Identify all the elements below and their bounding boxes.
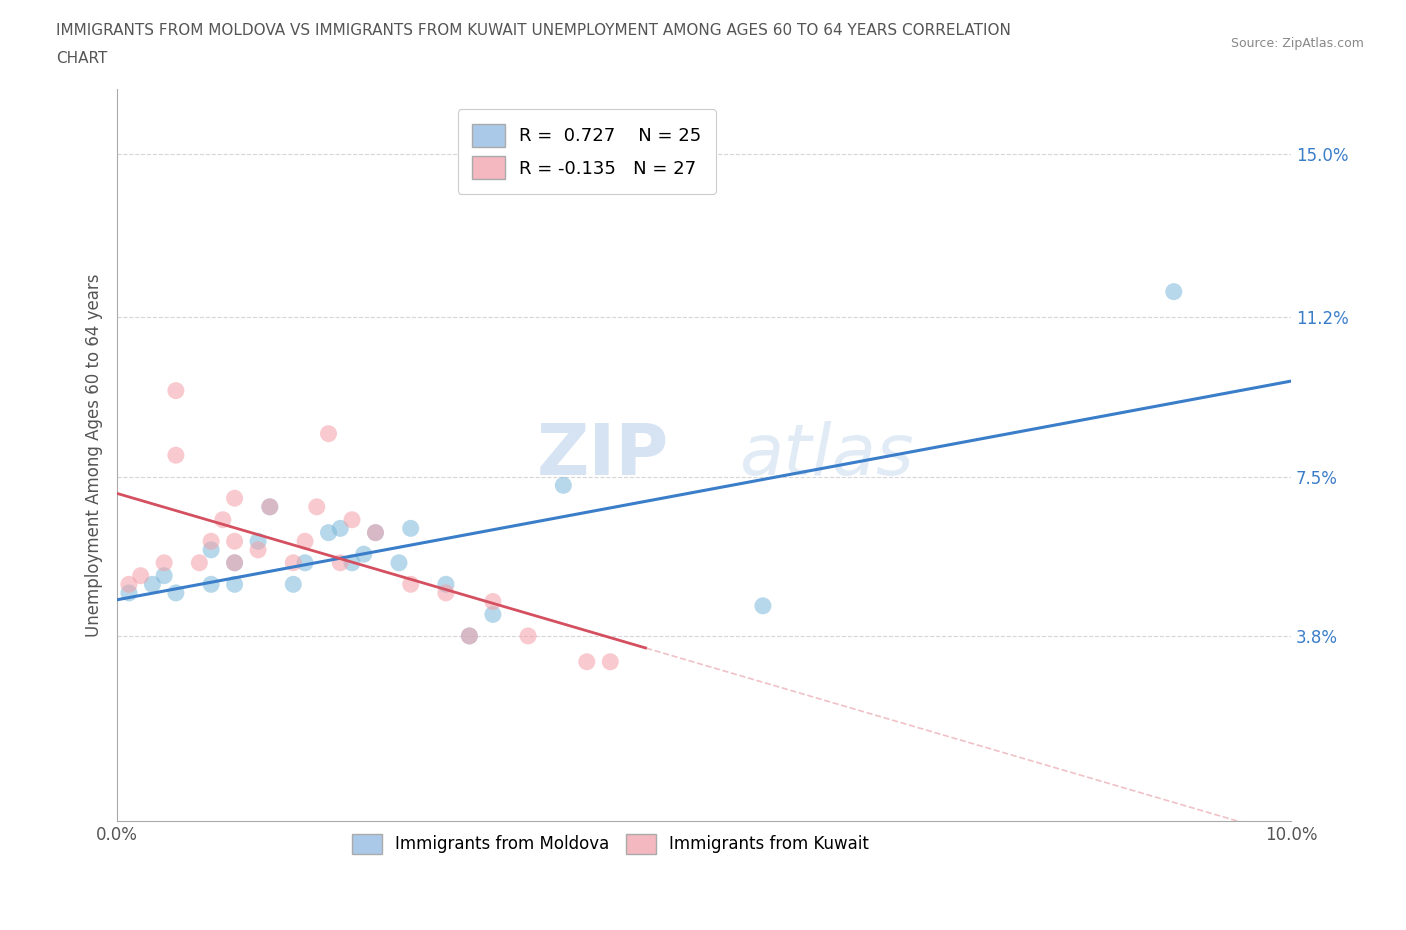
Point — [294, 534, 316, 549]
Text: ZIP: ZIP — [537, 420, 669, 490]
Point — [340, 512, 363, 527]
Point — [259, 499, 281, 514]
Point — [247, 542, 270, 557]
Point — [399, 577, 422, 591]
Point — [364, 525, 387, 540]
Point — [118, 586, 141, 601]
Text: atlas: atlas — [740, 420, 914, 490]
Point — [188, 555, 211, 570]
Point — [211, 512, 233, 527]
Point — [353, 547, 375, 562]
Point — [458, 629, 481, 644]
Point — [224, 491, 246, 506]
Point — [553, 478, 575, 493]
Point — [283, 577, 305, 591]
Point — [575, 655, 598, 670]
Point — [200, 542, 222, 557]
Point — [247, 534, 270, 549]
Point — [482, 594, 505, 609]
Point — [165, 586, 187, 601]
Point — [434, 586, 457, 601]
Point — [305, 499, 328, 514]
Point — [318, 525, 340, 540]
Point — [153, 555, 176, 570]
Text: IMMIGRANTS FROM MOLDOVA VS IMMIGRANTS FROM KUWAIT UNEMPLOYMENT AMONG AGES 60 TO : IMMIGRANTS FROM MOLDOVA VS IMMIGRANTS FR… — [56, 23, 1011, 38]
Point — [388, 555, 411, 570]
Point — [752, 598, 775, 613]
Text: Source: ZipAtlas.com: Source: ZipAtlas.com — [1230, 37, 1364, 50]
Point — [482, 607, 505, 622]
Point — [200, 577, 222, 591]
Point — [294, 555, 316, 570]
Point — [283, 555, 305, 570]
Legend: Immigrants from Moldova, Immigrants from Kuwait: Immigrants from Moldova, Immigrants from… — [344, 828, 876, 860]
Point — [318, 426, 340, 441]
Y-axis label: Unemployment Among Ages 60 to 64 years: Unemployment Among Ages 60 to 64 years — [86, 273, 103, 637]
Point — [364, 525, 387, 540]
Point — [118, 577, 141, 591]
Point — [517, 629, 540, 644]
Point — [599, 655, 621, 670]
Point — [224, 577, 246, 591]
Point — [458, 629, 481, 644]
Point — [434, 577, 457, 591]
Point — [165, 447, 187, 462]
Point — [329, 521, 352, 536]
Point — [224, 534, 246, 549]
Point — [340, 555, 363, 570]
Point — [1163, 285, 1185, 299]
Point — [224, 555, 246, 570]
Point — [153, 568, 176, 583]
Point — [165, 383, 187, 398]
Point — [259, 499, 281, 514]
Point — [224, 555, 246, 570]
Text: CHART: CHART — [56, 51, 108, 66]
Point — [399, 521, 422, 536]
Point — [141, 577, 163, 591]
Point — [329, 555, 352, 570]
Point — [129, 568, 152, 583]
Point — [200, 534, 222, 549]
